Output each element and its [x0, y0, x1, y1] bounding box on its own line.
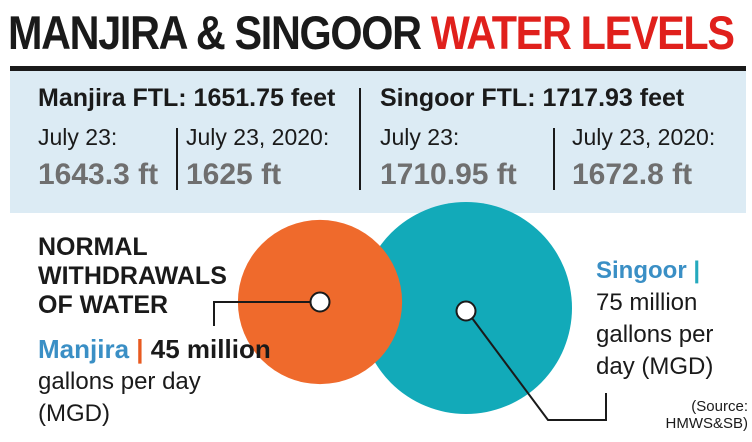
panel-center-divider [359, 88, 361, 190]
source-note: (Source: HMWS&SB) [636, 398, 749, 432]
singoor-value: 75 million [596, 289, 698, 316]
singoor-previous-value: 1672.8 ft [572, 158, 693, 191]
title-underline [10, 66, 746, 71]
heading-line-2: WITHDRAWALS [38, 262, 227, 290]
singoor-label: Singoor | 75 million gallons per day (MG… [596, 255, 746, 383]
withdrawals-heading: NORMAL WITHDRAWALS OF WATER [38, 233, 288, 320]
singoor-bubble-marker [455, 300, 477, 322]
manjira-leader-line [213, 301, 311, 326]
singoor-unit-line-1: gallons per [596, 321, 714, 348]
singoor-unit-line-2: day (MGD) [596, 353, 714, 380]
singoor-previous-label: July 23, 2020: [572, 124, 716, 150]
title-part-red: WATER LEVELS [430, 6, 735, 59]
heading-line-1: NORMAL [38, 233, 148, 261]
heading-line-3: OF WATER [38, 291, 169, 319]
singoor-ftl: Singoor FTL: 1717.93 feet [380, 84, 685, 112]
manjira-current-label: July 23: [38, 124, 118, 150]
source-line-1: (Source: [691, 398, 748, 415]
manjira-ftl: Manjira FTL: 1651.75 feet [38, 84, 336, 112]
manjira-unit-line-1: gallons per day [38, 368, 201, 395]
water-levels-panel [10, 71, 746, 213]
source-line-2: HMWS&SB) [665, 415, 749, 432]
manjira-bubble-marker [309, 291, 331, 313]
manjira-previous-label: July 23, 2020: [186, 124, 330, 150]
manjira-value: 45 million [150, 334, 271, 364]
singoor-name: Singoor [596, 257, 687, 284]
title-part-dark: MANJIRA & SINGOOR [8, 6, 422, 59]
manjira-label: Manjira | 45 million [38, 334, 271, 365]
chart-title: MANJIRA & SINGOOR WATER LEVELS [8, 2, 735, 64]
manjira-previous-value: 1625 ft [186, 158, 282, 191]
manjira-unit-line-2: (MGD) [38, 400, 110, 427]
manjira-separator: | [136, 334, 144, 364]
singoor-leader-line [471, 317, 607, 421]
manjira-name: Manjira [38, 334, 130, 364]
singoor-separator: | [693, 257, 701, 284]
singoor-current-label: July 23: [380, 124, 460, 150]
manjira-current-value: 1643.3 ft [38, 158, 159, 191]
manjira-unit: gallons per day (MGD) [38, 366, 201, 430]
singoor-current-value: 1710.95 ft [380, 158, 517, 191]
manjira-divider [176, 128, 178, 190]
singoor-divider [553, 128, 555, 190]
